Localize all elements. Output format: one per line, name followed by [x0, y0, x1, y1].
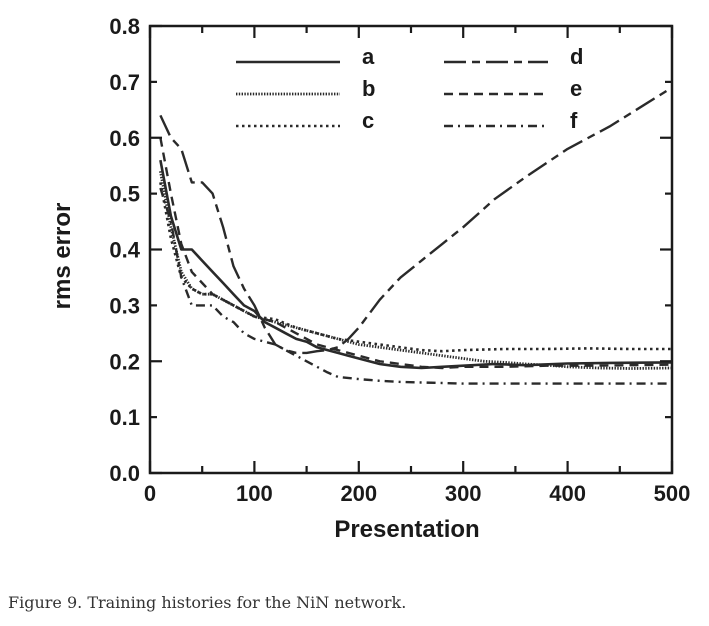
y-axis-title: rms error	[49, 203, 76, 310]
legend-label-c: c	[362, 108, 374, 133]
y-tick-label: 0.8	[109, 14, 140, 39]
x-tick-label: 400	[549, 481, 586, 506]
x-tick-label: 500	[654, 481, 691, 506]
series-line-f	[159, 187, 672, 385]
legend-label-e: e	[570, 76, 582, 101]
y-tick-label: 0.6	[109, 126, 140, 151]
y-tick-label: 0.0	[109, 461, 140, 486]
figure-caption: Figure 9. Training histories for the NiN…	[8, 593, 407, 612]
legend-label-f: f	[570, 108, 578, 133]
legend: abc def	[236, 44, 583, 133]
legend-label-d: d	[570, 44, 583, 69]
series-line-a	[159, 159, 673, 370]
series-line-e	[159, 137, 673, 370]
series-line-b	[159, 171, 673, 370]
x-axis-title: Presentation	[334, 516, 479, 543]
legend-label-b: b	[362, 76, 375, 101]
x-tick-label: 100	[236, 481, 273, 506]
legend-label-a: a	[362, 44, 375, 69]
x-tick-label: 0	[144, 481, 156, 506]
series-line-c	[159, 182, 672, 353]
x-tick-label: 200	[340, 481, 377, 506]
y-tick-label: 0.7	[109, 70, 140, 95]
x-tick-label: 300	[445, 481, 482, 506]
ticks-layer: 0 100 200 300 400 500 0.0 0.1 0.2 0.3 0.4 0.5 0.6 0.7…	[109, 14, 690, 506]
y-tick-label: 0.4	[109, 238, 140, 263]
y-tick-label: 0.1	[109, 405, 140, 430]
y-tick-label: 0.5	[109, 182, 140, 207]
y-tick-label: 0.2	[109, 349, 140, 374]
y-tick-label: 0.3	[109, 293, 140, 318]
series-line-d	[159, 86, 673, 355]
series-layer	[159, 86, 673, 385]
